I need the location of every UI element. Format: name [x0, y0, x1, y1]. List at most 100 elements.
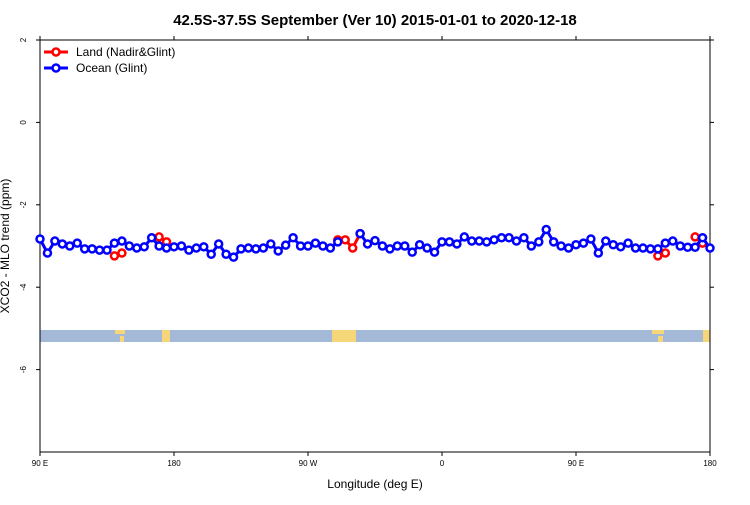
y-axis-label: XCO2 - MLO trend (ppm) — [0, 179, 12, 314]
data-point — [638, 243, 648, 253]
data-point — [303, 241, 313, 251]
x-axis-label: Longitude (deg E) — [327, 477, 422, 491]
data-point — [601, 236, 611, 246]
data-point — [258, 243, 269, 253]
data-point — [660, 248, 671, 258]
data-point — [117, 248, 127, 258]
data-point — [608, 240, 618, 250]
data-point — [623, 238, 633, 248]
x-tick-label: 90 W — [299, 459, 318, 468]
data-point — [79, 244, 90, 254]
data-point — [429, 247, 440, 257]
land-mask-strip — [40, 330, 710, 342]
data-point — [385, 244, 395, 254]
data-point — [660, 238, 671, 248]
y-tick-label: 2 — [19, 37, 28, 42]
data-point — [213, 239, 224, 249]
data-point — [362, 239, 373, 249]
legend-marker — [51, 47, 61, 57]
data-point — [563, 243, 574, 253]
data-point — [42, 248, 53, 258]
data-point — [548, 237, 559, 247]
data-point — [94, 245, 105, 255]
data-point — [653, 244, 663, 254]
data-point — [340, 235, 350, 245]
data-point — [161, 243, 172, 253]
data-point — [586, 234, 596, 244]
data-point — [481, 237, 492, 247]
data-point — [65, 241, 75, 251]
data-point — [526, 241, 537, 251]
x-tick-label: 90 E — [32, 459, 48, 468]
data-point — [682, 242, 693, 252]
data-point — [705, 243, 715, 253]
data-point — [102, 245, 112, 255]
data-point — [72, 238, 82, 248]
data-point — [154, 232, 164, 242]
data-point — [467, 236, 477, 246]
legend-marker — [51, 63, 61, 73]
data-point — [437, 237, 447, 247]
data-point — [414, 240, 425, 250]
data-point — [273, 246, 283, 256]
data-point — [221, 249, 231, 259]
data-point — [377, 241, 388, 251]
y-tick-label: -2 — [19, 201, 28, 209]
data-point — [57, 239, 68, 249]
data-point — [228, 252, 239, 262]
data-point — [400, 241, 410, 251]
data-point — [199, 242, 209, 252]
data-point — [697, 233, 708, 243]
data-point — [556, 241, 566, 251]
data-point — [668, 236, 678, 246]
data-point — [578, 238, 589, 248]
data-point — [407, 247, 417, 257]
data-point — [318, 241, 328, 251]
data-point — [355, 228, 365, 239]
x-tick-label: 180 — [167, 459, 181, 468]
data-point — [645, 244, 656, 254]
data-point — [690, 242, 700, 252]
data-point — [266, 239, 276, 249]
data-point — [288, 233, 298, 243]
data-point — [690, 232, 700, 242]
data-point — [109, 251, 120, 261]
data-point — [675, 241, 685, 251]
y-tick-label: -6 — [19, 365, 28, 373]
data-point — [474, 236, 484, 246]
data-point — [295, 241, 306, 251]
data-point — [489, 235, 499, 245]
data-point — [511, 236, 522, 246]
data-point — [176, 241, 187, 251]
data-point — [615, 242, 626, 252]
data-point — [370, 235, 380, 246]
data-point — [35, 234, 45, 244]
x-tick-label: 90 E — [568, 459, 584, 468]
data-point — [124, 241, 135, 251]
data-point — [139, 242, 149, 252]
data-point — [593, 248, 604, 258]
data-point — [541, 224, 551, 235]
legend-label: Ocean (Glint) — [76, 61, 147, 75]
data-point — [243, 243, 254, 253]
data-point — [392, 241, 403, 251]
data-point — [191, 243, 202, 253]
data-point — [571, 240, 581, 250]
data-point — [117, 236, 127, 246]
data-point — [132, 243, 142, 253]
data-point — [325, 243, 336, 253]
data-point — [169, 242, 179, 252]
data-point — [519, 233, 529, 243]
data-point — [109, 238, 120, 248]
chart-title: 42.5S-37.5S September (Ver 10) 2015-01-0… — [173, 12, 577, 29]
data-point — [50, 236, 60, 246]
data-point — [534, 237, 544, 247]
data-point — [452, 239, 462, 249]
data-point — [333, 237, 343, 247]
data-point — [206, 249, 216, 259]
data-point — [459, 232, 470, 242]
data-point — [146, 233, 157, 243]
x-tick-label: 180 — [703, 459, 717, 468]
data-point — [310, 238, 321, 248]
